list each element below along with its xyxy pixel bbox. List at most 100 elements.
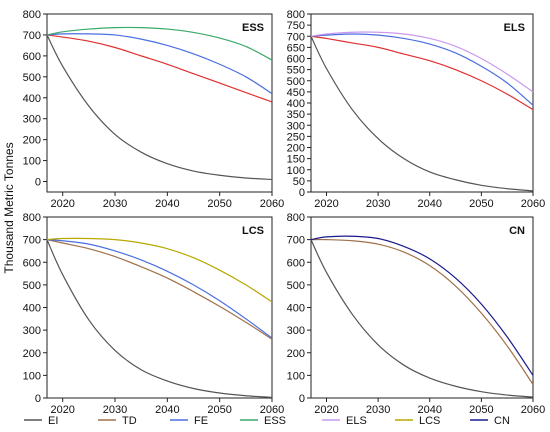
x-tick-label: 2050: [207, 404, 231, 416]
legend-item-lcs: LCS: [395, 415, 440, 427]
y-tick-label: 0: [299, 187, 305, 199]
y-tick-label: 200: [287, 143, 305, 155]
x-tick-label: 2030: [103, 198, 127, 210]
series-line-fe: [46, 33, 273, 95]
y-tick-label: 700: [287, 31, 305, 43]
x-tick-label: 2030: [103, 404, 127, 416]
legend: EI TD FE ESS ELS LCS CN: [24, 415, 510, 427]
series-line-fe: [310, 33, 534, 106]
y-tick-label: 800: [287, 9, 305, 21]
series-line-cn: [310, 235, 534, 376]
x-tick-label: 2040: [155, 198, 179, 210]
y-tick-label: 650: [287, 42, 305, 54]
y-tick-label: 350: [287, 109, 305, 121]
panel-cn: 0 100 200 300 400 500 600 700 800 2020 2030 2040 205…: [287, 212, 546, 416]
x-tick-label: 2030: [366, 404, 390, 416]
x-tick-label: 2020: [50, 404, 74, 416]
x-tick-label: 2040: [418, 404, 442, 416]
series-line-ei: [310, 239, 534, 398]
y-tick-label: 600: [287, 257, 305, 269]
series-line-els: [310, 31, 534, 93]
y-tick-label: 400: [287, 303, 305, 315]
legend-item-ei: EI: [24, 415, 58, 427]
y-tick-label: 200: [23, 135, 41, 147]
y-tick-label: 800: [23, 9, 41, 21]
x-tick-label: 2020: [314, 198, 338, 210]
y-tick-label: 250: [287, 131, 305, 143]
legend-item-td: TD: [98, 415, 137, 427]
y-tick-label: 600: [23, 51, 41, 63]
y-tick-label: 600: [23, 257, 41, 269]
y-tick-label: 300: [287, 325, 305, 337]
series-line-ei: [46, 239, 273, 398]
series-line-lcs: [46, 237, 273, 303]
y-tick-label: 700: [287, 235, 305, 247]
y-tick-label: 550: [287, 65, 305, 77]
legend-label: EI: [48, 415, 58, 427]
x-tick-label: 2040: [418, 198, 442, 210]
y-tick-label: 100: [287, 370, 305, 382]
plot-frame: [310, 13, 534, 193]
y-tick-label: 300: [23, 114, 41, 126]
y-tick-label: 500: [287, 280, 305, 292]
panel-title: ESS: [242, 22, 264, 34]
series-line-td: [310, 238, 534, 385]
y-tick-label: 400: [23, 303, 41, 315]
y-tick-label: 100: [23, 370, 41, 382]
panel-els: 0501001502002503003504004505005506006507…: [287, 9, 546, 210]
x-tick-label: 2030: [366, 198, 390, 210]
y-tick-label: 700: [23, 30, 41, 42]
panel-title: LCS: [242, 225, 264, 237]
y-tick-label: 300: [23, 325, 41, 337]
x-tick-label: 2040: [155, 404, 179, 416]
plot-frame: [46, 13, 273, 193]
x-tick-label: 2060: [260, 198, 284, 210]
y-tick-label: 500: [23, 280, 41, 292]
x-tick-label: 2020: [50, 198, 74, 210]
legend-label: LCS: [419, 415, 440, 427]
legend-label: ESS: [264, 415, 286, 427]
series-line-ref: [310, 35, 534, 111]
x-tick-label: 2060: [521, 404, 545, 416]
y-tick-label: 500: [23, 72, 41, 84]
y-tick-label: 500: [287, 76, 305, 88]
series-line-ess: [46, 26, 273, 61]
y-tick-label: 50: [293, 176, 305, 188]
y-tick-label: 700: [23, 235, 41, 247]
legend-item-cn: CN: [470, 415, 510, 427]
series-line-td: [46, 239, 273, 340]
x-tick-label: 2050: [207, 198, 231, 210]
panel-lcs: 0 100 200 300 400 500 600 700 800 2020 2030 2040 205…: [23, 212, 285, 416]
y-tick-label: 400: [23, 93, 41, 105]
panel-title: CN: [509, 225, 525, 237]
x-tick-label: 2020: [314, 404, 338, 416]
y-tick-label: 750: [287, 20, 305, 32]
y-tick-label: 150: [287, 154, 305, 166]
y-tick-label: 0: [299, 393, 305, 405]
legend-item-fe: FE: [170, 415, 208, 427]
y-tick-label: 400: [287, 98, 305, 110]
y-tick-label: 0: [35, 393, 41, 405]
series-line-ref: [46, 34, 273, 103]
series-line-fe: [46, 239, 273, 339]
series-line-ei: [46, 34, 273, 181]
y-tick-label: 800: [287, 212, 305, 224]
y-tick-label: 800: [23, 212, 41, 224]
y-tick-label: 100: [287, 165, 305, 177]
y-axis-label: Thousand Metric Tonnes: [2, 142, 16, 273]
y-tick-label: 0: [35, 177, 41, 189]
panel-ess: 0 100 200 300 400 500 600 700 800 2020 2030 2040 205…: [23, 9, 285, 210]
legend-label: ELS: [346, 415, 367, 427]
y-tick-label: 100: [23, 156, 41, 168]
y-tick-label: 200: [287, 348, 305, 360]
x-tick-label: 2060: [521, 198, 545, 210]
legend-item-ess: ESS: [240, 415, 286, 427]
y-tick-label: 600: [287, 54, 305, 66]
legend-label: CN: [494, 415, 510, 427]
panel-title: ELS: [504, 22, 525, 34]
legend-label: TD: [122, 415, 137, 427]
legend-item-els: ELS: [322, 415, 367, 427]
series-line-ei: [310, 35, 534, 192]
